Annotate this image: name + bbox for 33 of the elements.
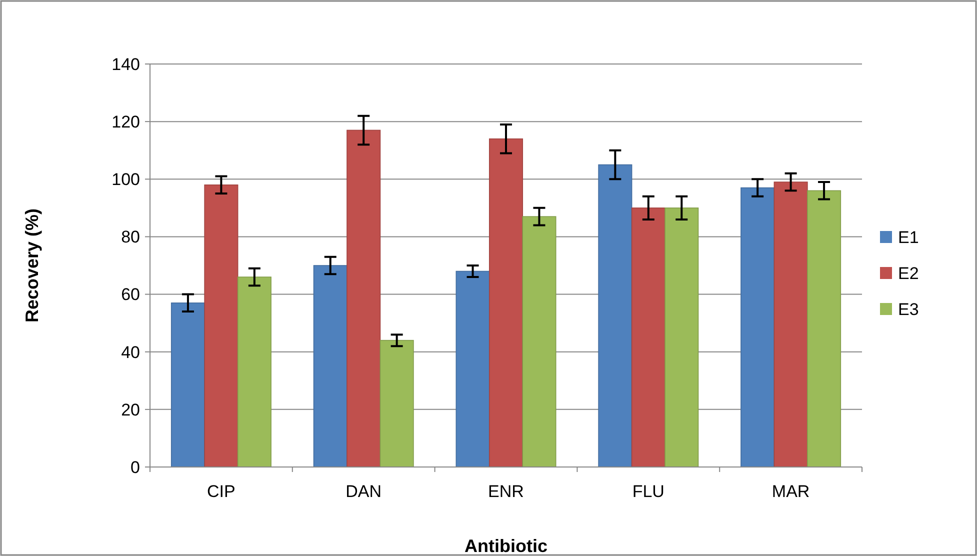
legend-label: E1	[898, 228, 919, 247]
x-tick-label: DAN	[346, 482, 382, 501]
bar	[237, 276, 272, 468]
bar	[170, 302, 205, 468]
y-tick-label: 60	[121, 285, 140, 304]
y-tick-label: 120	[112, 112, 140, 132]
y-axis-title: Recovery (%)	[22, 208, 42, 323]
bar	[380, 340, 414, 468]
bar	[456, 270, 490, 468]
x-axis-title: Antibiotic	[464, 536, 548, 556]
bar	[346, 130, 381, 468]
y-tick-label: 80	[121, 228, 140, 247]
bar	[204, 184, 238, 468]
x-tick-label: FLU	[632, 482, 664, 501]
y-tick-label: 0	[130, 458, 140, 477]
x-tick-label: CIP	[207, 482, 236, 501]
x-tick-label: ENR	[488, 482, 524, 501]
bar	[488, 138, 524, 468]
bar	[774, 182, 808, 468]
bar	[807, 190, 842, 468]
legend-label: E2	[898, 264, 919, 283]
bar	[631, 208, 666, 468]
x-tick-label: MAR	[772, 482, 810, 501]
bar	[598, 164, 632, 468]
y-tick-label: 20	[121, 400, 140, 420]
bar	[313, 265, 348, 468]
legend-label: E3	[898, 300, 919, 319]
y-tick-label: 100	[112, 170, 140, 190]
bar	[522, 216, 556, 468]
y-tick-label: 40	[121, 342, 140, 362]
y-tick-label: 140	[112, 54, 140, 74]
bar	[664, 208, 699, 468]
bar	[740, 187, 775, 468]
